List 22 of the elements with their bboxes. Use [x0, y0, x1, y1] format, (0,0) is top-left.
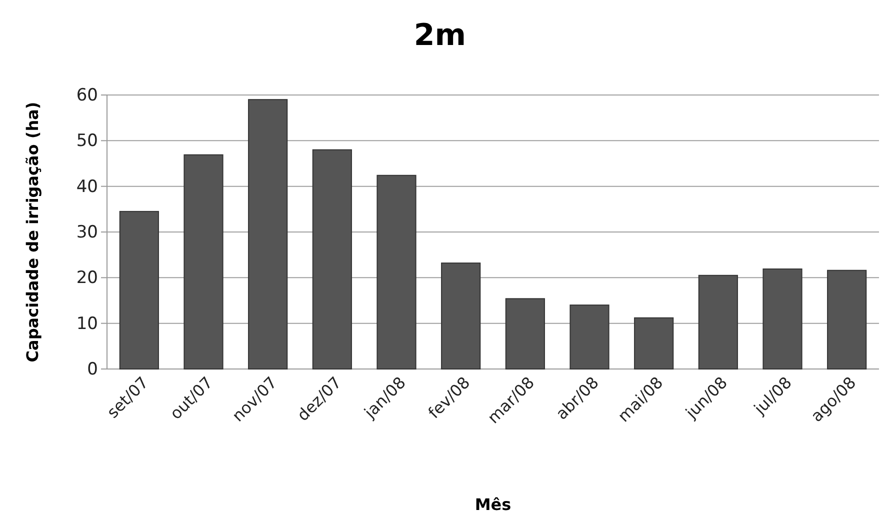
x-axis-title: Mês [474, 495, 512, 514]
bar [698, 274, 738, 370]
y-tick-label: 20 [76, 268, 98, 288]
bar [634, 317, 674, 370]
bar [119, 210, 159, 370]
bar [570, 304, 610, 370]
chart-title: 2m [414, 18, 466, 53]
y-tick-label: 30 [76, 222, 98, 242]
y-tick-label: 10 [76, 314, 98, 334]
bar [441, 262, 481, 370]
y-tick-label: 40 [76, 176, 98, 197]
bar [184, 154, 224, 370]
y-tick-label: 60 [76, 85, 98, 106]
y-tick-label: 0 [87, 359, 98, 380]
bar [376, 174, 416, 370]
bar [827, 270, 867, 370]
y-tick-label: 50 [76, 131, 98, 152]
bar [312, 149, 352, 370]
bar [248, 99, 288, 370]
y-axis-title: Capacidade de irrigação (ha) [23, 102, 42, 362]
bar [762, 268, 802, 370]
bar [505, 298, 545, 370]
